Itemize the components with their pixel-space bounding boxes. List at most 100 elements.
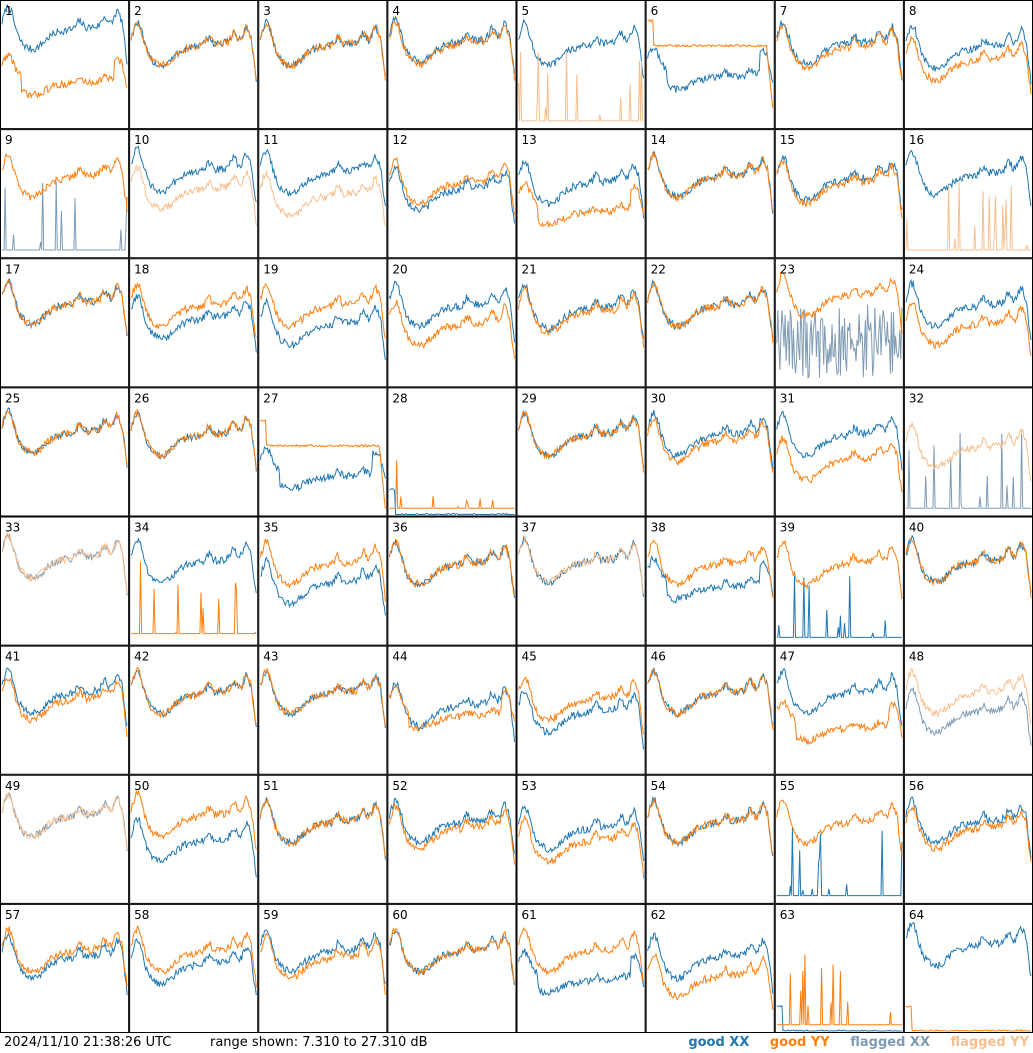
series-yy-52 xyxy=(388,803,515,865)
series-xx-11 xyxy=(259,148,386,206)
panel-frame xyxy=(258,774,388,904)
panel-frame xyxy=(129,0,259,130)
series-yy-20 xyxy=(388,299,515,359)
series-xx-6 xyxy=(647,46,774,93)
panel-frame xyxy=(387,129,517,259)
legend-flagged-yy: flagged YY xyxy=(950,1035,1030,1050)
panel-frame xyxy=(645,903,775,1033)
antenna-panel-30: 30 xyxy=(645,387,775,517)
legend-flagged-xx: flagged XX xyxy=(850,1035,930,1050)
series-xx-35 xyxy=(260,556,386,616)
series-xx-12 xyxy=(388,164,515,224)
series-yy-56 xyxy=(905,806,1032,863)
antenna-panel-53: 53 xyxy=(516,774,646,904)
panel-label: 45 xyxy=(522,650,537,664)
antenna-panel-57: 57 xyxy=(0,903,130,1033)
antenna-panel-39: 39 xyxy=(774,516,904,646)
series-xx-41 xyxy=(1,667,128,726)
panel-frame xyxy=(387,516,517,646)
series-xx-56 xyxy=(905,796,1032,859)
panel-frame xyxy=(258,129,388,259)
panel-frame xyxy=(129,129,259,259)
series-xx-39 xyxy=(776,575,902,638)
panel-label: 31 xyxy=(780,391,795,405)
series-xx-45 xyxy=(518,690,645,750)
series-xx-60 xyxy=(389,930,515,986)
series-xx-10 xyxy=(131,145,257,203)
antenna-panel-5: 5 xyxy=(516,0,646,130)
legend-good-yy: good YY xyxy=(769,1035,830,1050)
panel-label: 56 xyxy=(909,779,924,793)
panel-frame xyxy=(258,903,388,1033)
series-xx-55 xyxy=(776,827,903,897)
antenna-panel-2: 2 xyxy=(129,0,259,130)
panel-label: 32 xyxy=(909,391,924,405)
antenna-panel-27: 27 xyxy=(258,387,388,517)
series-yy-61 xyxy=(518,927,645,984)
antenna-panel-34: 34 xyxy=(129,516,259,646)
panel-label: 9 xyxy=(5,133,13,147)
series-xx-38 xyxy=(647,554,774,604)
antenna-panel-21: 21 xyxy=(516,258,646,388)
panel-frame xyxy=(645,129,775,259)
series-yy-60 xyxy=(388,927,515,983)
antenna-panel-48: 48 xyxy=(903,645,1033,775)
series-xx-43 xyxy=(259,671,386,729)
panel-label: 17 xyxy=(5,262,20,276)
series-xx-61 xyxy=(518,948,645,996)
antenna-panel-3: 3 xyxy=(258,0,388,130)
panel-label: 58 xyxy=(134,908,149,922)
panel-label: 30 xyxy=(651,391,666,405)
panel-frame xyxy=(387,903,517,1033)
panel-frame xyxy=(387,645,517,775)
series-xx-14 xyxy=(647,150,774,214)
antenna-panel-20: 20 xyxy=(387,258,517,388)
panel-label: 54 xyxy=(651,779,666,793)
antenna-panel-22: 22 xyxy=(645,258,775,388)
timestamp: 2024/11/10 21:38:26 UTC xyxy=(4,1035,172,1050)
panel-label: 39 xyxy=(780,521,795,535)
series-xx-23 xyxy=(776,304,903,379)
antenna-panel-26: 26 xyxy=(129,387,259,517)
antenna-panel-61: 61 xyxy=(516,903,646,1033)
antenna-panel-55: 55 xyxy=(774,774,904,904)
antenna-panel-52: 52 xyxy=(387,774,517,904)
series-yy-5 xyxy=(518,51,644,122)
panel-label: 43 xyxy=(263,650,278,664)
panel-label: 38 xyxy=(651,521,666,535)
panel-label: 21 xyxy=(522,262,537,276)
antenna-panel-31: 31 xyxy=(774,387,904,517)
series-yy-23 xyxy=(776,271,903,334)
series-xx-28 xyxy=(389,488,515,516)
antenna-panel-58: 58 xyxy=(129,903,259,1033)
series-yy-48 xyxy=(905,668,1032,725)
series-yy-42 xyxy=(130,666,257,725)
panel-label: 26 xyxy=(134,391,149,405)
series-yy-53 xyxy=(518,814,645,879)
series-xx-16 xyxy=(905,149,1032,206)
series-yy-35 xyxy=(259,538,386,602)
series-yy-1 xyxy=(1,51,128,100)
panel-label: 18 xyxy=(134,262,149,276)
panel-label: 57 xyxy=(5,908,20,922)
panel-label: 7 xyxy=(780,4,788,18)
panel-frame xyxy=(0,516,130,646)
panel-label: 13 xyxy=(522,133,537,147)
series-xx-36 xyxy=(388,538,515,598)
panel-label: 20 xyxy=(392,262,407,276)
series-yy-19 xyxy=(259,282,386,339)
panel-label: 27 xyxy=(263,391,278,405)
series-xx-50 xyxy=(130,816,257,878)
panel-label: 53 xyxy=(522,779,537,793)
panel-frame xyxy=(516,387,646,517)
antenna-panel-45: 45 xyxy=(516,645,646,775)
series-yy-14 xyxy=(647,151,774,211)
legend: good XX good YY flagged XX flagged YY xyxy=(672,1033,1029,1053)
panel-label: 61 xyxy=(522,908,537,922)
panel-frame xyxy=(129,516,259,646)
antenna-panel-32: 32 xyxy=(903,387,1033,517)
panel-label: 42 xyxy=(134,650,149,664)
series-yy-18 xyxy=(130,281,257,338)
panel-frame xyxy=(387,258,517,388)
panel-frame xyxy=(516,129,646,259)
